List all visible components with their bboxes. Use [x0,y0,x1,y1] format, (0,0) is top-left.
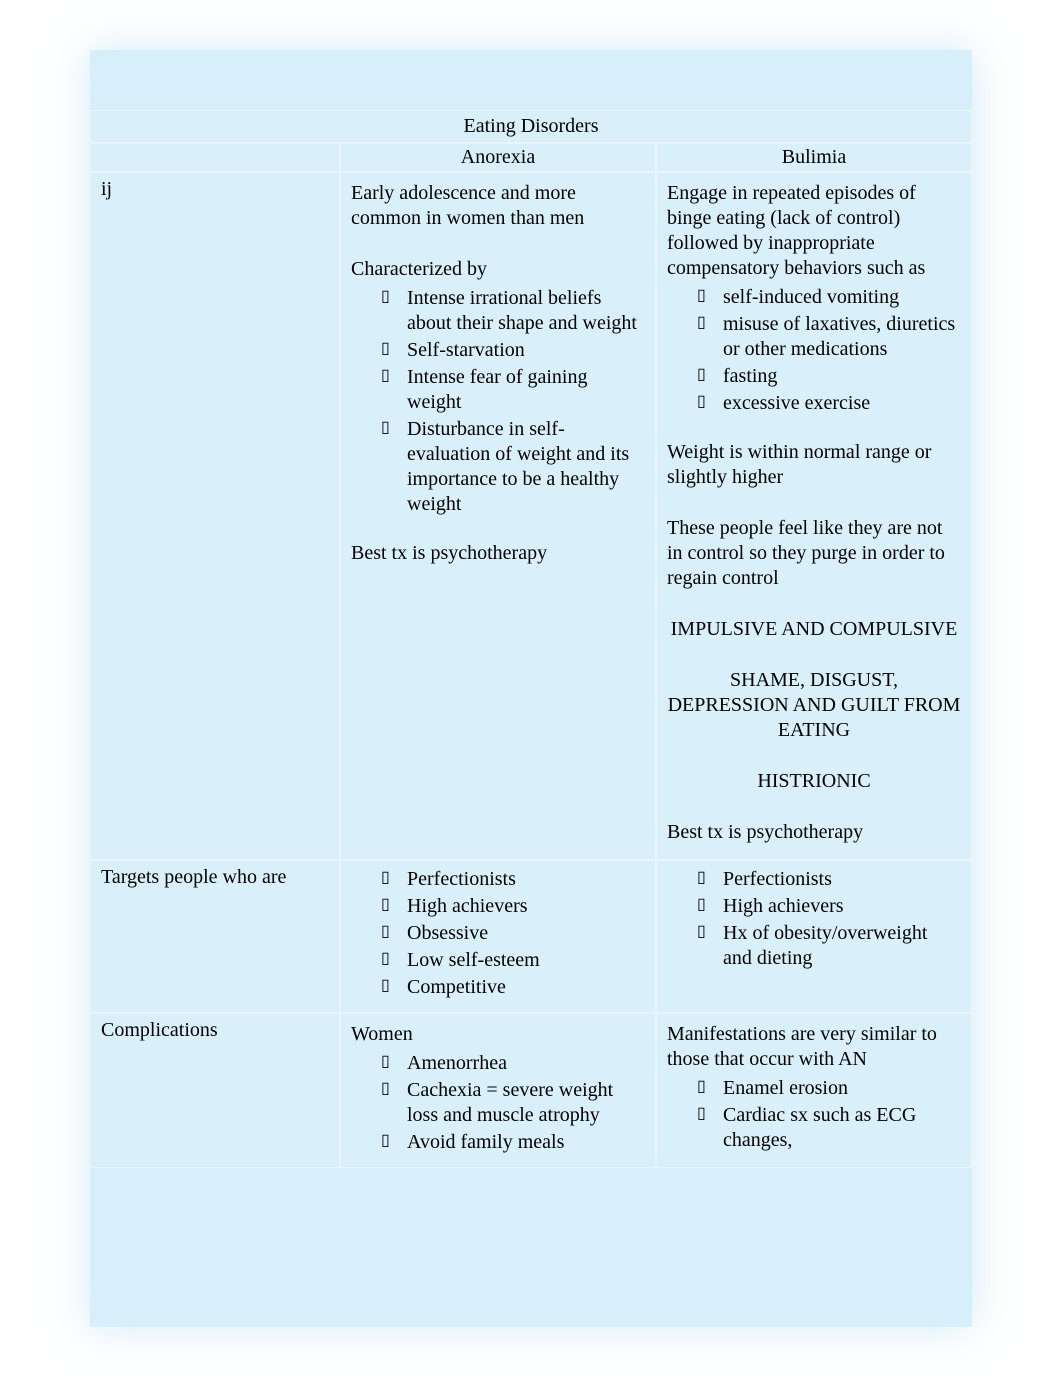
anorexia-char-label: Characterized by [351,257,645,282]
row1-label: ij [90,172,340,860]
list-item: High achievers [697,894,961,919]
row1-anorexia: Early adolescence and more common in wom… [340,172,656,860]
row3-bulimia: Manifestations are very similar to those… [656,1013,972,1168]
bulimia-intro: Engage in repeated episodes of binge eat… [667,181,961,281]
anorexia-intro: Early adolescence and more common in wom… [351,181,645,231]
bulimia-caps1: IMPULSIVE AND COMPULSIVE [667,617,961,642]
list-item: High achievers [381,894,645,919]
list-item: Low self-esteem [381,948,645,973]
list-item: self-induced vomiting [697,285,961,310]
list-item: Intense irrational beliefs about their s… [381,286,645,336]
bulimia-tx: Best tx is psychotherapy [667,820,961,845]
list-item: Enamel erosion [697,1076,961,1101]
document-page: Eating Disorders Anorexia Bulimia ij Ear… [90,50,972,1327]
list-item: Disturbance in self-evaluation of weight… [381,417,645,517]
row2-bulimia: Perfectionists High achievers Hx of obes… [656,860,972,1013]
list-item: Cachexia = severe weight loss and muscle… [381,1078,645,1128]
bulimia-weight: Weight is within normal range or slightl… [667,440,961,490]
bulimia-caps2: SHAME, DISGUST, DEPRESSION AND GUILT FRO… [667,668,961,743]
list-item: Obsessive [381,921,645,946]
table-title: Eating Disorders [90,110,972,143]
header-anorexia: Anorexia [340,143,656,172]
bulimia-control: These people feel like they are not in c… [667,516,961,591]
list-item: Amenorrhea [381,1051,645,1076]
anorexia-complications-list: Amenorrhea Cachexia = severe weight loss… [351,1051,645,1155]
list-item: Avoid family meals [381,1130,645,1155]
list-item: Intense fear of gaining weight [381,365,645,415]
row3-anorexia: Women Amenorrhea Cachexia = severe weigh… [340,1013,656,1168]
list-item: misuse of laxatives, diuretics or other … [697,312,961,362]
bulimia-comp-intro: Manifestations are very similar to those… [667,1022,961,1072]
anorexia-targets-list: Perfectionists High achievers Obsessive … [351,867,645,1000]
bulimia-caps3: HISTRIONIC [667,769,961,794]
header-empty [90,143,340,172]
eating-disorders-table: Eating Disorders Anorexia Bulimia ij Ear… [90,110,972,1168]
bulimia-complications-list: Enamel erosion Cardiac sx such as ECG ch… [667,1076,961,1153]
list-item: Hx of obesity/overweight and dieting [697,921,961,971]
anorexia-tx: Best tx is psychotherapy [351,541,645,566]
header-bulimia: Bulimia [656,143,972,172]
list-item: Competitive [381,975,645,1000]
row1-bulimia: Engage in repeated episodes of binge eat… [656,172,972,860]
list-item: excessive exercise [697,391,961,416]
list-item: fasting [697,364,961,389]
row2-anorexia: Perfectionists High achievers Obsessive … [340,860,656,1013]
list-item: Perfectionists [381,867,645,892]
list-item: Self-starvation [381,338,645,363]
bulimia-targets-list: Perfectionists High achievers Hx of obes… [667,867,961,971]
row2-label: Targets people who are [90,860,340,1013]
bulimia-behaviors-list: self-induced vomiting misuse of laxative… [667,285,961,416]
anorexia-comp-intro: Women [351,1022,645,1047]
row3-label: Complications [90,1013,340,1168]
list-item: Perfectionists [697,867,961,892]
list-item: Cardiac sx such as ECG changes, [697,1103,961,1153]
anorexia-char-list: Intense irrational beliefs about their s… [351,286,645,517]
